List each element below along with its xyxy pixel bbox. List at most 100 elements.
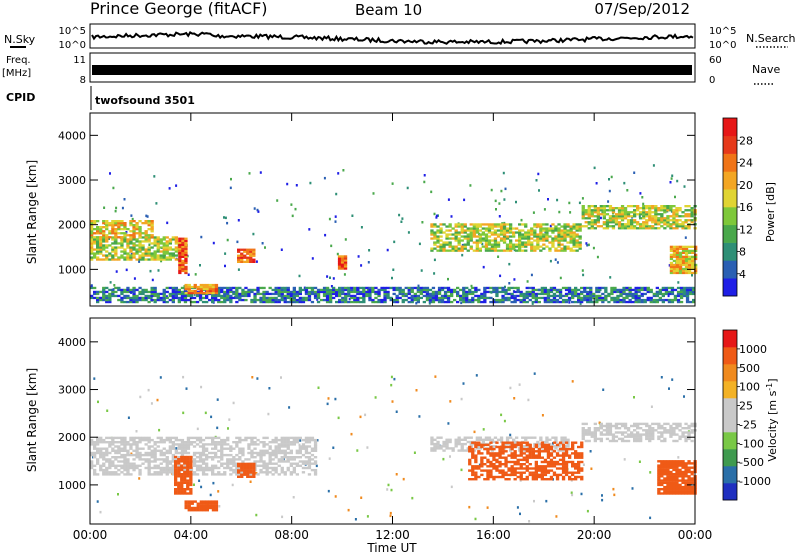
power-cell [542, 235, 546, 238]
vel-cell [189, 475, 193, 478]
vel-cell [126, 466, 130, 470]
power-cell [554, 258, 557, 261]
power-cell [439, 243, 443, 246]
power-cell [117, 294, 121, 298]
power-cell [153, 240, 157, 243]
vel-cell [436, 440, 440, 444]
power-cell [307, 286, 312, 290]
power-cell [460, 245, 464, 248]
vel-cell [180, 445, 185, 448]
power-cell [105, 222, 109, 225]
power-cell [471, 296, 475, 300]
power-cell [138, 286, 142, 290]
power-cell [168, 248, 172, 251]
vel-cell [528, 520, 531, 523]
power-cell [557, 249, 561, 252]
power-cell [602, 227, 606, 230]
power-cell [501, 288, 505, 292]
power-cell [538, 189, 540, 192]
station-title: Prince George (fitACF) [90, 0, 268, 18]
vel-cell [605, 437, 610, 441]
vel-cell [102, 451, 106, 455]
power-cell [250, 298, 254, 302]
power-cell [433, 247, 437, 250]
vel-cell [159, 441, 163, 444]
power-cell [332, 288, 336, 292]
vel-cell [601, 494, 603, 497]
vel-cell [561, 460, 566, 464]
power-cell [353, 296, 357, 300]
power-cell [604, 294, 608, 298]
power-cell [117, 226, 121, 229]
power-cell [256, 298, 260, 302]
power-cell [214, 283, 219, 287]
vel-cell [540, 441, 544, 444]
vel-cell [247, 445, 251, 448]
vel-cell [96, 462, 100, 465]
power-cell [484, 243, 489, 246]
power-cell [138, 226, 142, 229]
power-cell [559, 276, 562, 280]
vel-cell [313, 447, 318, 450]
vel-cell [186, 462, 190, 465]
vel-cell [226, 466, 230, 470]
power-cell [684, 267, 689, 271]
power-cell [105, 236, 109, 239]
vel-cell [480, 473, 484, 477]
vel-cell [507, 473, 511, 477]
power-cell [676, 294, 681, 298]
power-cell [657, 219, 661, 222]
power-cell [445, 241, 449, 244]
vel-cell [507, 460, 511, 464]
power-cell [283, 300, 287, 304]
power-cell [174, 238, 178, 241]
power-cell [571, 294, 575, 298]
power-cell [437, 214, 439, 217]
vel-cell [552, 465, 557, 468]
power-cell [93, 238, 97, 241]
power-cell [96, 248, 100, 251]
power-cell [111, 232, 115, 235]
power-cell [135, 258, 139, 261]
vel-cell [177, 470, 181, 474]
power-cell [448, 223, 452, 226]
power-cell [684, 219, 688, 222]
vel-cell [537, 473, 541, 477]
power-cell [184, 243, 188, 246]
vel-cell [186, 443, 191, 446]
vel-cell [250, 436, 254, 440]
power-cell [123, 250, 127, 253]
vel-cell [147, 464, 151, 467]
power-cell [469, 229, 473, 232]
power-cell [475, 243, 479, 246]
power-cell [132, 232, 136, 235]
vel-cell [480, 460, 484, 464]
power-cell [199, 264, 201, 267]
vel-cell [666, 464, 670, 467]
power-cell [681, 259, 686, 263]
power-cell [168, 242, 172, 245]
power-cell [645, 215, 649, 218]
power-cell [224, 216, 227, 220]
power-cell [325, 290, 330, 294]
vel-cell [229, 462, 233, 465]
vel-cell [366, 515, 369, 518]
power-cell [561, 294, 566, 298]
vel-cell [451, 447, 455, 450]
vel-cell [223, 438, 227, 442]
power-cell [515, 231, 519, 234]
vel-cell [493, 436, 498, 439]
power-cell [440, 288, 445, 292]
power-cell [521, 241, 525, 244]
power-cell [626, 215, 631, 218]
vel-cell [608, 439, 613, 443]
power-cell [332, 290, 336, 294]
power-cell [96, 290, 100, 294]
vel-cell [477, 452, 481, 455]
vel-cell [681, 431, 685, 434]
power-cell [661, 298, 665, 302]
power-cell [598, 296, 602, 300]
power-cell [292, 290, 296, 294]
power-cell [286, 296, 290, 300]
power-cell [667, 294, 670, 298]
